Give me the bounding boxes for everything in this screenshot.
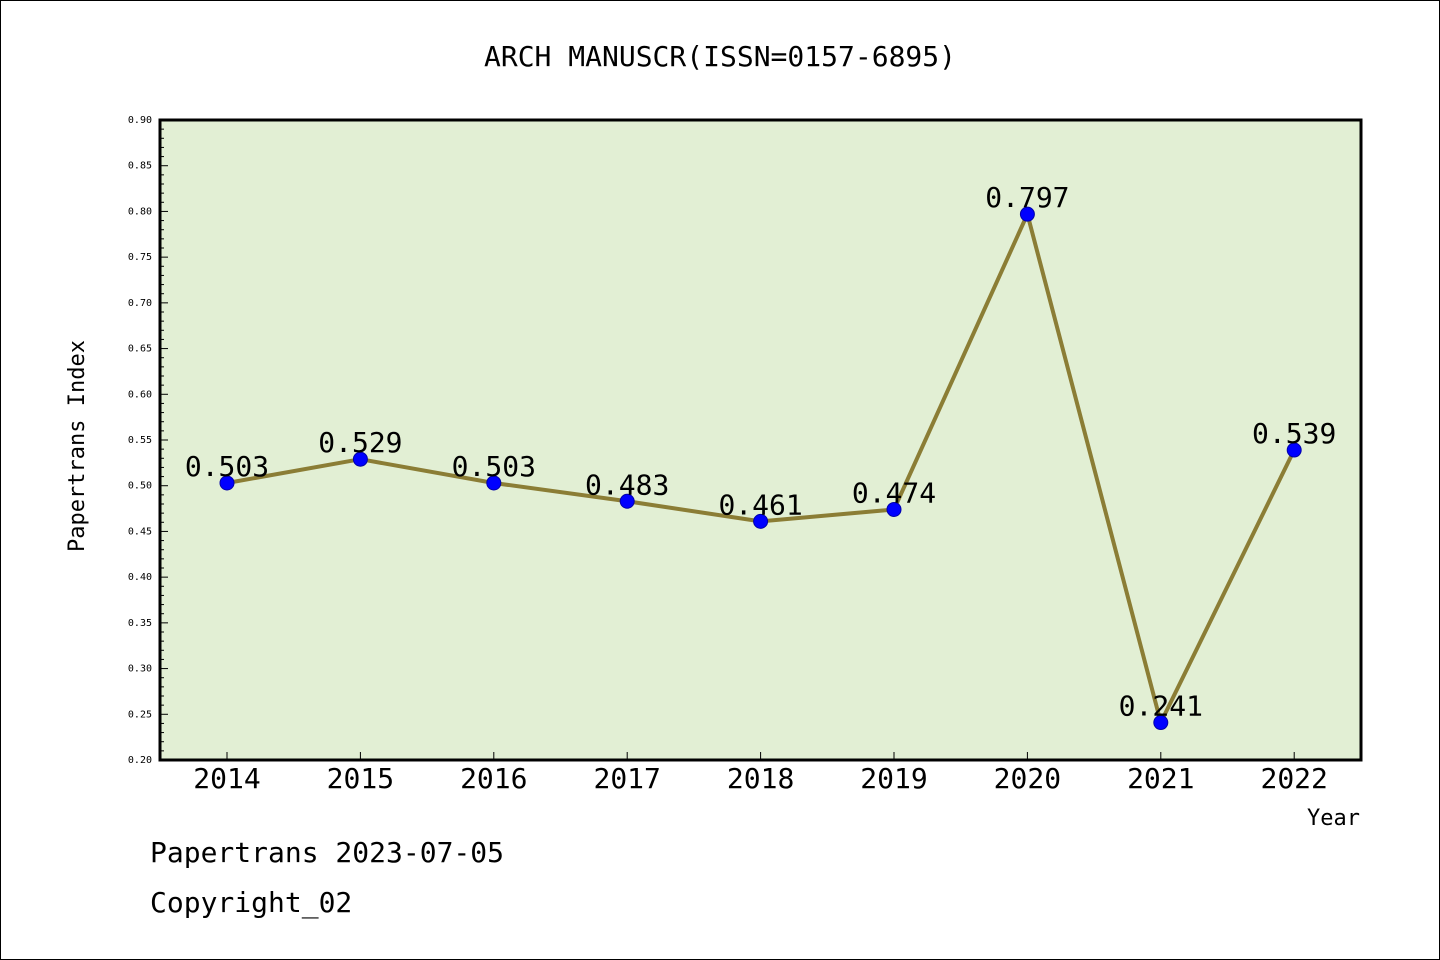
y-tick-label: 0.55: [128, 435, 152, 446]
y-tick-label: 0.85: [128, 161, 152, 172]
data-label: 0.539: [1252, 417, 1336, 450]
y-tick-label: 0.50: [128, 481, 152, 492]
y-tick-label: 0.90: [128, 115, 152, 126]
x-tick-label: 2018: [727, 762, 794, 795]
y-tick-label: 0.25: [128, 709, 152, 720]
data-label: 0.474: [852, 476, 936, 509]
data-point: [219, 475, 235, 491]
x-tick-label: 2020: [994, 762, 1061, 795]
x-tick-label: 2021: [1127, 762, 1194, 795]
data-point: [1286, 442, 1302, 458]
y-axis: 0.20 0.25 0.30 0.35 0.40 0.45 0.50 0.55 0.60 0.65…: [128, 115, 168, 766]
plot-area: [158, 118, 1363, 762]
series-markers: [219, 206, 1302, 731]
y-tick-label: 0.75: [128, 252, 152, 263]
y-tick-label: 0.45: [128, 526, 152, 537]
x-tick-label: 2019: [860, 762, 927, 795]
y-tick-label: 0.30: [128, 664, 152, 675]
y-tick-label: 0.35: [128, 618, 152, 629]
x-axis: 2014 2015 2016 2017 2018 2019 2020 2021 2022: [193, 752, 1328, 795]
data-label: 0.483: [585, 468, 669, 501]
footer-date: Papertrans 2023-07-05: [150, 836, 505, 869]
y-tick-label: 0.70: [128, 298, 152, 309]
data-label: 0.797: [985, 181, 1069, 214]
x-tick-label: 2015: [327, 762, 394, 795]
y-tick-label: 0.65: [128, 344, 152, 355]
y-tick-label: 0.80: [128, 206, 152, 217]
data-label: 0.241: [1119, 690, 1203, 723]
data-label: 0.461: [718, 488, 802, 521]
x-tick-label: 2014: [193, 762, 260, 795]
data-label: 0.529: [318, 426, 402, 459]
data-label: 0.503: [185, 450, 269, 483]
x-axis-label: Year: [1307, 806, 1360, 831]
y-axis-label: Papertrans Index: [65, 340, 90, 552]
x-tick-label: 2017: [593, 762, 660, 795]
data-point: [886, 501, 902, 517]
data-point: [619, 493, 635, 509]
x-tick-label: 2022: [1260, 762, 1327, 795]
data-point: [486, 475, 502, 491]
data-point: [753, 513, 769, 529]
y-tick-label: 0.20: [128, 755, 152, 766]
data-label: 0.503: [452, 450, 536, 483]
data-point: [1019, 206, 1035, 222]
chart-title: ARCH MANUSCR(ISSN=0157-6895): [484, 40, 956, 73]
footer-copyright: Copyright_02: [150, 886, 353, 919]
y-tick-label: 0.60: [128, 389, 152, 400]
data-point: [1153, 715, 1169, 731]
x-tick-label: 2016: [460, 762, 527, 795]
y-tick-label: 0.40: [128, 572, 152, 583]
data-point: [352, 451, 368, 467]
data-labels: 0.503 0.529 0.503 0.483 0.461 0.474 0.797 0.241…: [185, 181, 1336, 722]
